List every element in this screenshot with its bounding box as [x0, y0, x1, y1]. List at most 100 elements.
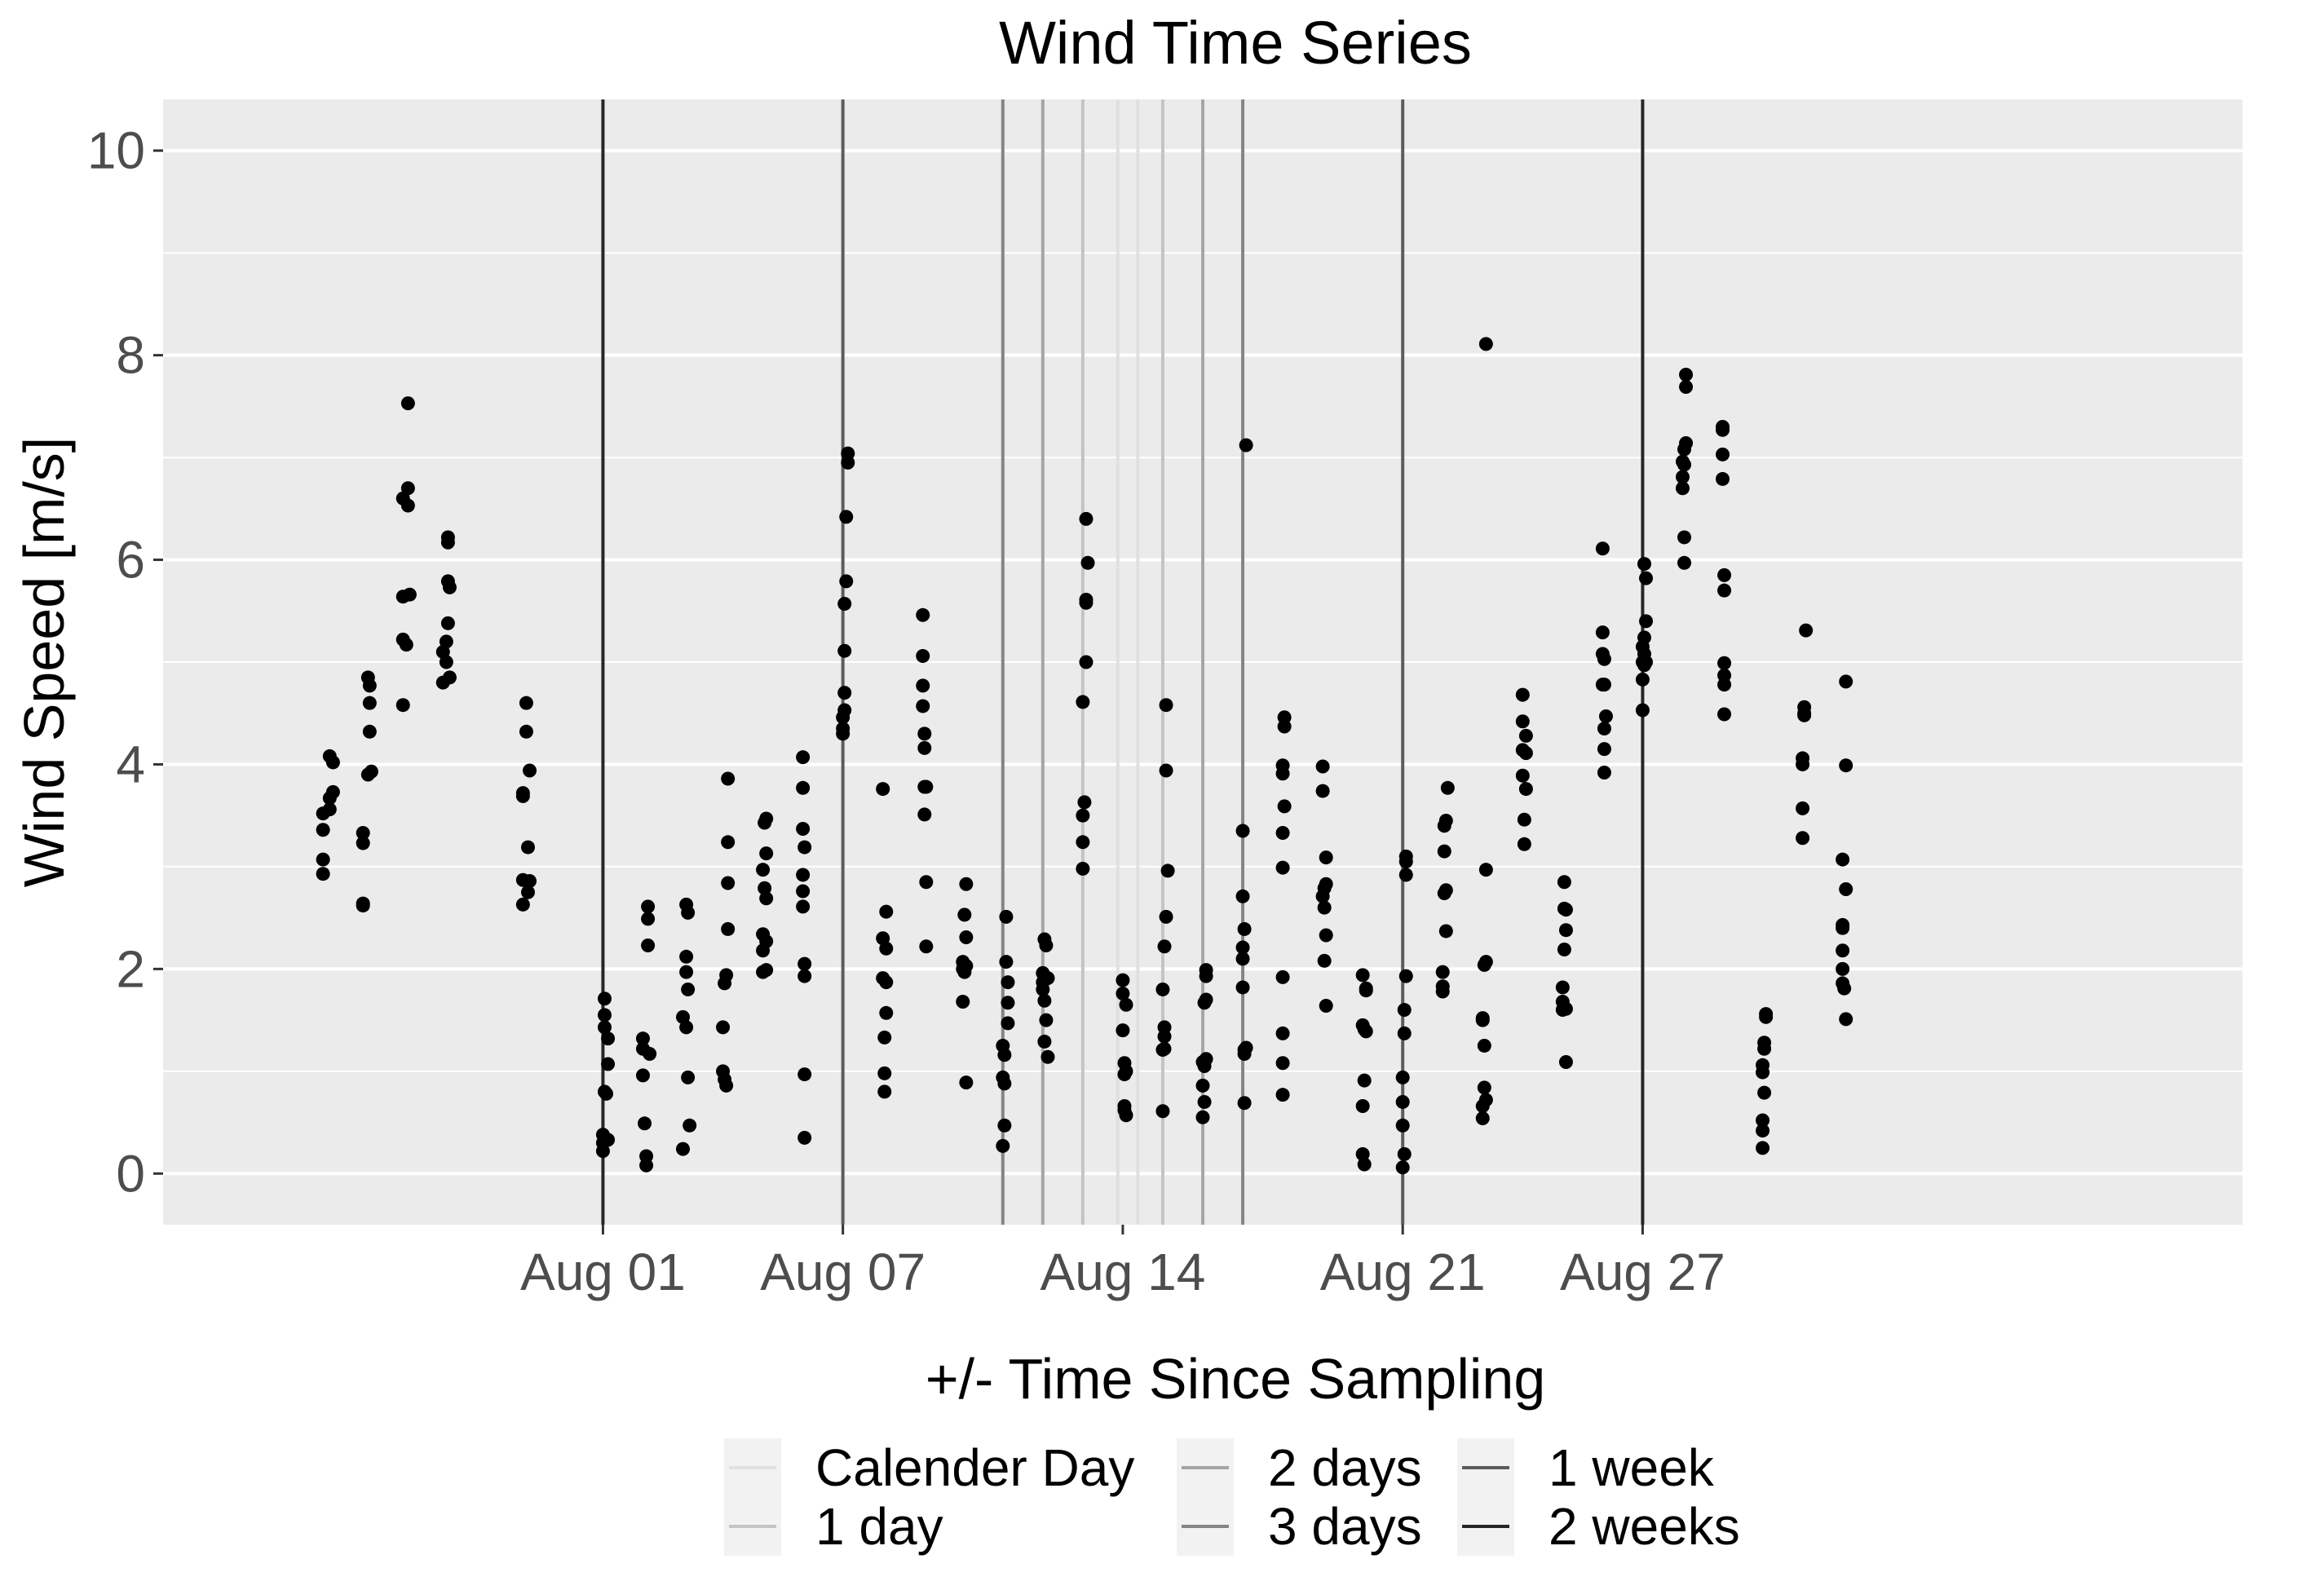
data-point	[1155, 1104, 1170, 1119]
legend-label: 2 weeks	[1549, 1497, 1740, 1556]
data-point	[917, 727, 932, 741]
data-point	[1116, 1023, 1130, 1038]
data-point	[362, 696, 377, 710]
data-point	[917, 807, 932, 822]
data-point	[1317, 953, 1332, 968]
data-point	[1157, 1041, 1172, 1056]
data-point	[1597, 742, 1611, 757]
data-point	[959, 959, 974, 974]
y-tick-label: 2	[116, 939, 145, 998]
data-point	[1477, 1038, 1491, 1053]
data-point	[759, 846, 774, 861]
data-point	[1315, 759, 1330, 774]
data-point	[519, 696, 533, 710]
data-point	[1518, 746, 1533, 761]
data-point	[400, 396, 415, 411]
data-point	[999, 955, 1014, 969]
data-point	[402, 587, 417, 602]
data-point	[879, 975, 894, 990]
data-point	[356, 899, 370, 913]
data-point	[1235, 889, 1250, 903]
data-point	[322, 802, 337, 817]
data-point	[1275, 766, 1290, 781]
data-point	[1477, 1080, 1491, 1095]
data-point	[638, 1116, 652, 1131]
data-point	[919, 939, 934, 954]
data-point	[916, 699, 930, 713]
data-point	[1635, 672, 1650, 687]
data-point	[1037, 1034, 1052, 1049]
data-point	[595, 1144, 610, 1159]
data-point	[1717, 568, 1732, 582]
data-points	[316, 337, 1853, 1175]
data-point	[1517, 837, 1531, 851]
data-point	[442, 580, 457, 594]
data-point	[681, 905, 696, 920]
data-point	[1079, 655, 1094, 669]
data-point	[1515, 714, 1530, 729]
data-point	[1077, 795, 1092, 810]
data-point	[1478, 337, 1493, 351]
data-point	[1275, 1056, 1290, 1071]
data-point	[916, 607, 930, 622]
data-point	[1195, 1110, 1210, 1124]
data-point	[439, 655, 453, 669]
data-point	[1001, 1016, 1015, 1031]
data-point	[523, 873, 537, 888]
data-point	[1639, 614, 1654, 629]
data-point	[917, 740, 932, 755]
data-point	[1837, 981, 1852, 996]
data-point	[796, 899, 811, 914]
legend-label: 2 days	[1268, 1438, 1422, 1497]
data-point	[1277, 719, 1292, 734]
data-point	[1079, 592, 1094, 607]
data-point	[1515, 687, 1530, 702]
data-point	[1197, 1094, 1212, 1109]
data-point	[1797, 708, 1812, 722]
data-point	[796, 884, 811, 899]
data-point	[797, 956, 812, 971]
data-point	[1478, 955, 1493, 969]
data-point	[641, 899, 656, 914]
data-point	[1275, 969, 1290, 984]
y-tick-label: 4	[116, 735, 145, 793]
legend-title: +/- Time Since Sampling	[926, 1347, 1546, 1411]
data-point	[1195, 1078, 1210, 1093]
data-point	[1679, 367, 1694, 382]
data-point	[1836, 961, 1850, 976]
data-point	[1357, 1073, 1372, 1088]
data-point	[1076, 808, 1090, 823]
data-point	[1799, 623, 1814, 638]
data-point	[997, 1076, 1012, 1091]
data-point	[597, 992, 612, 1006]
data-point	[639, 1158, 654, 1173]
data-point	[1275, 1026, 1290, 1040]
data-point	[1639, 655, 1654, 669]
data-point	[1119, 1108, 1133, 1123]
data-point	[1639, 571, 1654, 585]
y-axis-title: Wind Speed [m/s]	[12, 437, 76, 887]
data-point	[1395, 1094, 1410, 1109]
data-point	[1398, 855, 1413, 869]
data-point	[1076, 861, 1090, 876]
data-point	[759, 891, 774, 906]
data-point	[759, 934, 774, 948]
data-point	[1159, 909, 1173, 924]
data-point	[601, 1133, 616, 1147]
data-point	[919, 780, 934, 794]
data-point	[1836, 852, 1850, 867]
data-point	[1435, 965, 1450, 979]
data-point	[836, 727, 851, 741]
data-point	[1597, 765, 1611, 780]
data-point	[1598, 709, 1613, 723]
data-point	[1199, 992, 1213, 1007]
data-point	[1157, 1029, 1172, 1044]
data-point	[1355, 1146, 1370, 1161]
data-point	[1716, 447, 1730, 462]
data-point	[996, 1138, 1010, 1153]
data-point	[1397, 1003, 1412, 1018]
data-point	[876, 782, 890, 797]
data-point	[1595, 625, 1610, 640]
